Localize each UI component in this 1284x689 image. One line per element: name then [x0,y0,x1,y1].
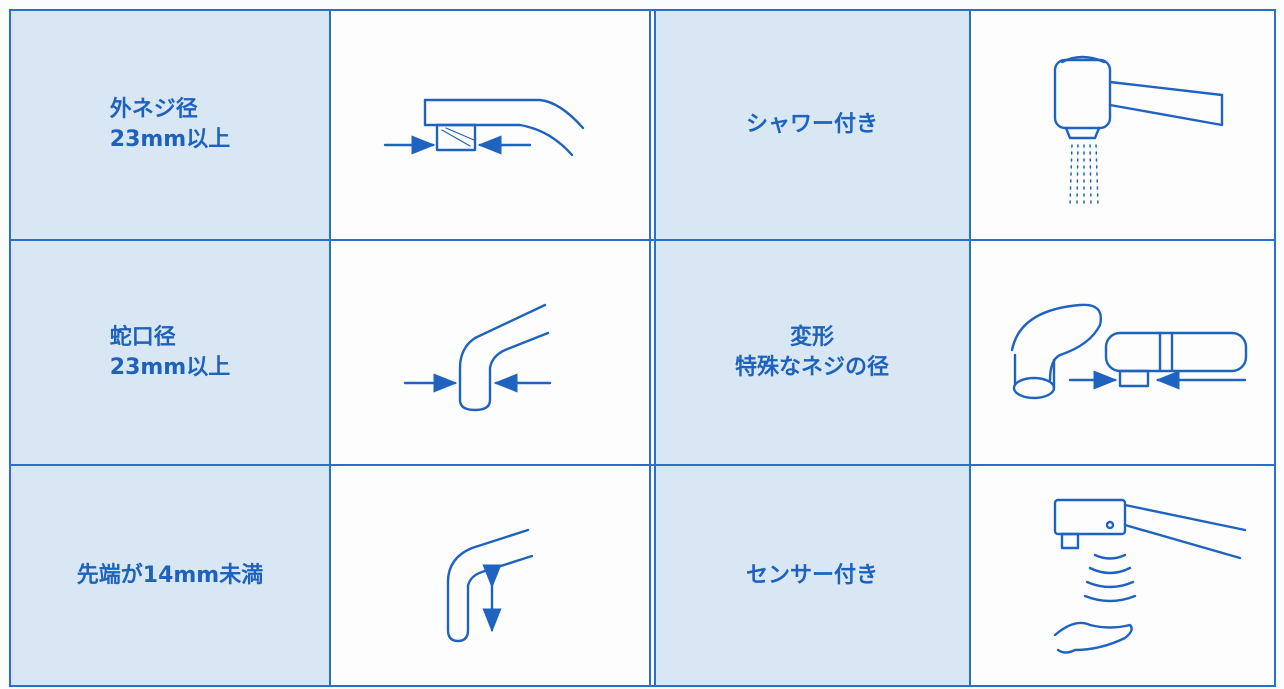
label-cell: 先端が14mm未満 [10,465,330,686]
label: 先端が14mm未満 [77,561,263,591]
label-cell: センサー付き [654,465,970,686]
label-cell: 外ネジ径 23mm以上 [10,10,330,240]
image-cell [970,10,1275,240]
label-line: 23mm以上 [109,354,231,380]
label: 外ネジ径 23mm以上 [110,95,230,155]
label: シャワー付き [746,110,878,140]
label: 蛇口径 23mm以上 [110,323,230,383]
faucet-diameter [403,303,552,412]
sensor-faucet [1053,498,1247,654]
label-line: 蛇口径 [109,324,176,350]
image-cell [970,240,1275,465]
faucet-tip [446,528,534,643]
label-cell: シャワー付き [654,10,970,240]
label-line: 先端が14mm未満 [76,562,264,588]
label-line: シャワー付き [745,112,878,137]
label: センサー付き [746,561,878,591]
special-faucet [1010,303,1248,400]
image-cell [330,240,652,465]
label-cell: 蛇口径 23mm以上 [10,240,330,465]
label-line: 変形 [789,324,834,350]
label-line: 外ネジ径 [109,97,198,122]
label-line: 23mm以上 [109,127,231,152]
label-cell: 変形 特殊なネジの径 [654,240,970,465]
label: 変形 特殊なネジの径 [735,323,889,383]
table-grid [9,9,1276,687]
image-cell [970,465,1275,686]
faucet-outer-thread [383,98,585,157]
shower-faucet [1053,55,1224,206]
label-line: センサー付き [745,562,878,588]
label-line: 特殊なネジの径 [734,354,889,380]
